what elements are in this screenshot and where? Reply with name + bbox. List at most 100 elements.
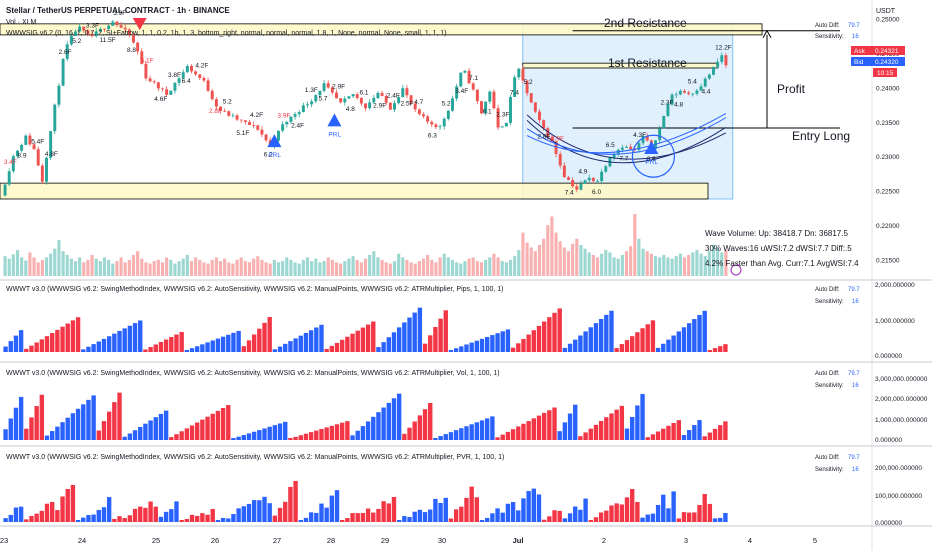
wave-histogram-bar bbox=[676, 331, 681, 352]
wave-histogram-bar bbox=[567, 413, 573, 440]
time-axis-label: 29 bbox=[381, 536, 389, 545]
panel2-sensitivity-value: 16 bbox=[852, 383, 859, 389]
wave-histogram-bar bbox=[220, 407, 226, 440]
wave-histogram-bar bbox=[598, 319, 604, 352]
wave-histogram-bar bbox=[686, 430, 692, 440]
wave-histogram-bar bbox=[277, 346, 283, 352]
wave-histogram-bar bbox=[376, 347, 381, 352]
volume-bar bbox=[343, 261, 347, 276]
volume-bar bbox=[703, 256, 707, 276]
ask-price-badge bbox=[873, 46, 905, 55]
candle-body bbox=[554, 141, 558, 154]
wave-histogram-bar bbox=[308, 432, 314, 440]
wave-histogram-bar bbox=[448, 432, 454, 440]
indicator-legend[interactable]: WWWSIG v6.2 (0, 16, 1, 0.7, 2, SI+Fatrow… bbox=[6, 30, 447, 37]
wave-histogram-bar bbox=[272, 515, 278, 522]
wave-histogram-bar bbox=[371, 416, 376, 440]
wave-histogram-bar bbox=[485, 336, 490, 352]
panel3-title[interactable]: WWWT v3.0 (WWWSIG v6.2: SwingMethodIndex… bbox=[6, 454, 504, 461]
panel2-tick: 1,000,000.000000 bbox=[875, 417, 928, 424]
wave-label: 6.5 bbox=[606, 142, 615, 149]
candle-body bbox=[720, 55, 724, 62]
wave-label: 5.1F bbox=[141, 58, 154, 65]
volume-bar bbox=[210, 259, 214, 276]
wave-histogram-bar bbox=[132, 323, 138, 352]
wave-histogram-bar bbox=[386, 503, 391, 522]
bid-label: Bid bbox=[854, 59, 864, 66]
candle-body bbox=[285, 121, 289, 125]
candle-body bbox=[658, 128, 662, 141]
volume-legend[interactable]: Vol · XLM bbox=[6, 19, 37, 26]
candle-body bbox=[144, 63, 148, 79]
wave-histogram-bar bbox=[464, 426, 469, 440]
wave-histogram-bar bbox=[422, 409, 428, 440]
panel1-tick: 2,000.000000 bbox=[875, 282, 915, 289]
wave-label: 3.4F bbox=[455, 88, 468, 95]
candle-body bbox=[231, 115, 235, 117]
volume-bar bbox=[687, 254, 691, 276]
wave-histogram-bar bbox=[132, 430, 138, 440]
wave-histogram-bar bbox=[588, 428, 593, 440]
candle-body bbox=[198, 74, 202, 78]
candle-body bbox=[219, 106, 222, 111]
wave-histogram-bar bbox=[541, 519, 547, 522]
wave-histogram-bar bbox=[340, 520, 345, 522]
wave-histogram-bar bbox=[70, 413, 76, 440]
second-resistance-label: 2nd Resistance bbox=[604, 16, 687, 30]
volume-bar bbox=[699, 253, 703, 276]
wave-histogram-bar bbox=[293, 480, 298, 522]
volume-bar bbox=[376, 257, 380, 276]
wave-histogram-bar bbox=[143, 349, 148, 352]
candle-body bbox=[136, 42, 140, 52]
panel3-auto-diff-value: 79.7 bbox=[848, 455, 860, 461]
volume-bar bbox=[579, 245, 583, 276]
candle-body bbox=[248, 121, 251, 126]
candle-body bbox=[459, 72, 463, 87]
wave-histogram-bar bbox=[681, 435, 687, 440]
wave-histogram-bar bbox=[189, 425, 195, 440]
volume-bar bbox=[405, 259, 409, 276]
wave-histogram-bar bbox=[422, 512, 428, 522]
ask-badge bbox=[851, 46, 873, 55]
wave-histogram-bar bbox=[661, 494, 666, 522]
volume-bar bbox=[484, 259, 488, 276]
wave-histogram-bar bbox=[298, 520, 303, 522]
wave-histogram-bar bbox=[153, 344, 158, 352]
wave-histogram-bar bbox=[485, 517, 490, 522]
volume-bar bbox=[662, 254, 666, 276]
candle-body bbox=[335, 92, 338, 99]
wave-histogram-bar bbox=[702, 494, 707, 522]
volume-bar bbox=[347, 258, 351, 276]
candle-body bbox=[69, 35, 73, 45]
wave-label: 4.8F bbox=[45, 151, 58, 158]
panel1-title[interactable]: WWWT v3.0 (WWWSIG v6.2: SwingMethodIndex… bbox=[6, 286, 504, 293]
wave-label: 5.2 bbox=[524, 79, 533, 86]
wave-histogram-bar bbox=[547, 410, 552, 440]
analysis-box bbox=[522, 23, 734, 200]
trend-band bbox=[526, 114, 727, 160]
wave-histogram-bar bbox=[464, 344, 469, 352]
wave-histogram-bar bbox=[169, 509, 174, 522]
highlight-circle bbox=[631, 134, 676, 178]
wave-histogram-bar bbox=[541, 412, 547, 440]
wave-histogram-bar bbox=[117, 330, 122, 352]
wave-histogram-bar bbox=[329, 425, 335, 440]
wave-histogram-bar bbox=[396, 393, 402, 440]
prl-triangle bbox=[644, 140, 659, 154]
wave-histogram-bar bbox=[350, 435, 355, 440]
volume-bar bbox=[268, 263, 272, 276]
wave-histogram-bar bbox=[329, 495, 335, 522]
candle-body bbox=[173, 82, 177, 91]
volume-bar bbox=[388, 263, 392, 276]
wave-label: 5.2 bbox=[223, 99, 232, 106]
candle-body bbox=[550, 137, 554, 142]
volume-bar bbox=[322, 261, 326, 276]
volume-bar bbox=[198, 259, 202, 276]
wave-label: 6.1 bbox=[360, 90, 369, 97]
panel2-title[interactable]: WWWT v3.0 (WWWSIG v6.2: SwingMethodIndex… bbox=[6, 370, 500, 377]
wave-label: 6.4 bbox=[182, 78, 191, 85]
wave-histogram-bar bbox=[220, 517, 226, 522]
candle-body bbox=[579, 183, 583, 190]
wave-label: 7.1 bbox=[469, 75, 478, 82]
